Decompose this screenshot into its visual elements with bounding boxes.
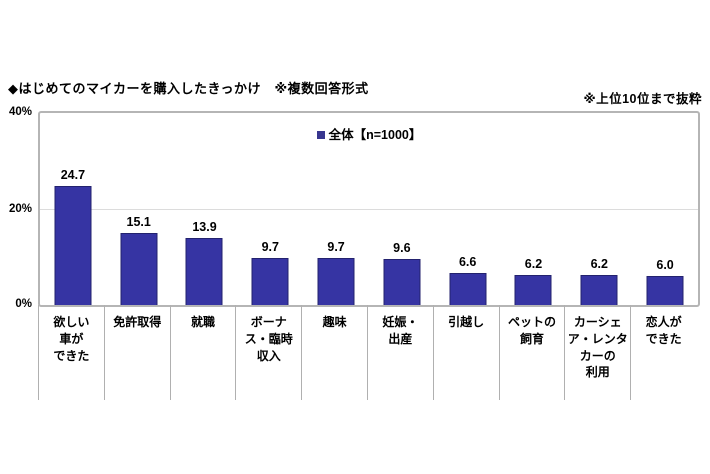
bar-cell: 6.2	[501, 113, 567, 305]
bar-value-label: 9.7	[327, 240, 345, 255]
x-category-label: カーシェ ア・レンタ カーの 利用	[564, 305, 630, 400]
bar-cell: 15.1	[106, 113, 172, 305]
bar-value-label: 15.1	[126, 214, 151, 229]
bar	[54, 186, 92, 305]
bar-value-label: 6.0	[656, 258, 674, 273]
x-category-label: 妊娠・ 出産	[366, 305, 433, 400]
bar-value-label: 9.7	[261, 240, 279, 255]
bars: 24.7 15.1 13.9 9.7 9.7 9.6 6.6 6.2 6.2 6.0	[40, 113, 698, 305]
x-category-label: ボーナ ス・臨時 収入	[235, 305, 301, 400]
bar-value-label: 13.9	[192, 220, 217, 235]
x-category-label: 就職	[169, 305, 236, 400]
x-category-label: 恋人が できた	[630, 305, 696, 400]
plot-area: 24.7 15.1 13.9 9.7 9.7 9.6 6.6 6.2 6.2 6.0 全体【n=1…	[38, 111, 700, 307]
bar-value-label: 24.7	[60, 168, 86, 183]
bar-value-label: 6.2	[524, 257, 543, 272]
bar-cell: 6.6	[435, 113, 501, 305]
bar-cell: 6.2	[566, 113, 632, 305]
y-axis-tick-0: 0%	[15, 298, 32, 310]
bar-cell: 24.7	[40, 113, 106, 305]
bar-cell: 6.0	[632, 113, 698, 305]
bar-value-label: 6.2	[590, 257, 608, 272]
y-axis-tick-40: 40%	[8, 106, 32, 118]
x-category-label: 欲しい 車が できた	[38, 305, 104, 400]
bar	[317, 258, 355, 305]
chart-note: ※上位10位まで抜粋	[583, 92, 702, 106]
bar	[383, 258, 421, 305]
x-category-label: 趣味	[301, 305, 367, 400]
legend-square-icon	[316, 131, 325, 139]
bar-cell: 9.7	[303, 113, 369, 305]
y-axis-tick-20: 20%	[8, 203, 32, 215]
x-category-label: 免許取得	[103, 305, 170, 400]
bar-value-label: 9.6	[393, 240, 411, 255]
chart-title: ◆はじめてのマイカーを購入したきっかけ ※複数回答形式	[8, 81, 369, 96]
bar	[185, 238, 223, 305]
legend: 全体【n=1000】	[40, 124, 698, 143]
bar-cell: 13.9	[172, 113, 238, 305]
bar	[449, 273, 487, 305]
bar-cell: 9.6	[369, 113, 435, 305]
bar	[120, 232, 158, 305]
legend-label: 全体【n=1000】	[328, 128, 422, 142]
x-category-label: ペットの 飼育	[498, 305, 565, 400]
bar	[514, 275, 552, 305]
bar	[580, 275, 618, 305]
bar	[646, 276, 684, 305]
x-labels: 欲しい 車が できた 免許取得 就職 ボーナ ス・臨時 収入 趣味 妊娠・ 出産 引越し ペッ…	[38, 305, 696, 400]
bar-value-label: 6.6	[458, 255, 477, 270]
x-category-label: 引越し	[432, 305, 499, 400]
bar-cell: 9.7	[237, 113, 303, 305]
bar	[251, 258, 289, 305]
gridline-20pct	[40, 209, 698, 210]
